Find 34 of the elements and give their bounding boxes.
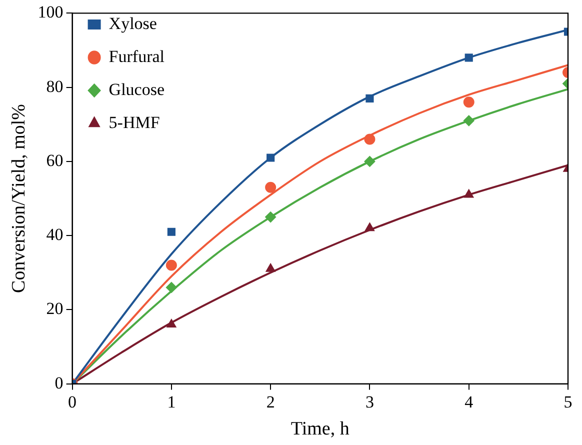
legend-label: Glucose (108, 80, 165, 99)
legend-label: Xylose (108, 14, 157, 33)
point (364, 156, 376, 167)
point (266, 263, 276, 272)
y-tick-label: 0 (54, 373, 64, 392)
y-tick-label: 20 (46, 299, 64, 318)
x-axis-title: Time, h (290, 418, 350, 440)
point (166, 319, 176, 328)
point (364, 134, 376, 145)
point (265, 182, 276, 193)
point (265, 212, 276, 223)
x-tick-label: 1 (167, 392, 176, 412)
y-tick-label: 40 (46, 225, 64, 244)
point (464, 54, 473, 62)
point (366, 94, 374, 102)
x-tick-label: 4 (464, 392, 474, 412)
y-tick-label: 60 (46, 150, 64, 170)
legend-label: 5-HMF (108, 112, 160, 132)
point (463, 96, 474, 108)
x-tick-label: 2 (266, 392, 275, 412)
point (463, 115, 474, 126)
point (364, 222, 375, 232)
x-tick-label: 5 (564, 392, 572, 412)
y-tick-label: 80 (46, 76, 64, 96)
point (166, 260, 177, 271)
point (464, 189, 474, 198)
x-tick-label: 0 (68, 392, 77, 412)
x-tick-label: 3 (365, 392, 374, 412)
y-axis-title: Conversion/Yield, mol% (8, 104, 30, 293)
point (266, 154, 275, 162)
point (167, 228, 176, 236)
point (166, 282, 177, 293)
y-tick-label: 100 (38, 2, 64, 22)
legend-label: Furfural (108, 46, 165, 66)
